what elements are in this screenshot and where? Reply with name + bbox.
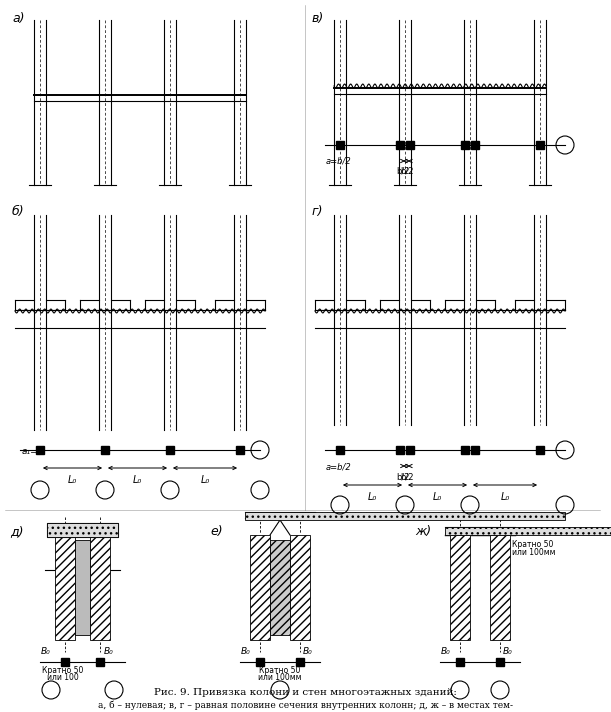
Text: b/2: b/2 [397,472,410,481]
Text: B₀: B₀ [441,647,451,656]
Text: a=b/2: a=b/2 [326,462,352,471]
Text: B₀: B₀ [503,647,513,656]
Bar [456,658,464,666]
Text: b/2: b/2 [400,472,414,481]
Text: B₀: B₀ [41,647,51,656]
Bar [270,540,290,635]
Bar [47,523,118,537]
Text: Кратно 50: Кратно 50 [259,666,301,675]
Text: L₀: L₀ [68,475,77,485]
Bar [90,535,110,640]
Text: a₁=0: a₁=0 [22,448,45,456]
Text: г): г) [312,205,323,218]
Bar [250,535,270,640]
Bar [461,141,469,149]
Bar [96,658,104,666]
Bar [471,141,479,149]
Text: ж): ж) [415,525,431,538]
Text: Кратно 50: Кратно 50 [42,666,84,675]
Text: B₀: B₀ [104,647,114,656]
Bar [47,523,118,537]
Bar [290,535,310,640]
Text: L₀: L₀ [133,475,142,485]
Text: B₀: B₀ [241,647,251,656]
Text: в): в) [312,12,324,25]
Bar [471,446,479,454]
Bar [336,446,344,454]
Bar [445,527,611,535]
Bar [450,535,470,640]
Bar [536,141,544,149]
Bar [336,141,344,149]
Bar [536,446,544,454]
Bar [296,658,304,666]
Bar [166,446,174,454]
Text: a=b/2: a=b/2 [326,157,352,166]
Text: д): д) [10,525,23,538]
Bar [256,658,264,666]
Bar [55,535,75,640]
Bar [406,141,414,149]
Text: b/2: b/2 [400,167,414,176]
Text: L₀: L₀ [200,475,210,485]
Bar [61,658,69,666]
Bar [396,141,404,149]
Bar [101,446,109,454]
Bar [236,446,244,454]
Bar [461,446,469,454]
Text: или 100: или 100 [47,673,79,682]
Text: а): а) [12,12,24,25]
Text: B₀: B₀ [303,647,313,656]
Bar [75,540,90,635]
Text: или 100мм: или 100мм [258,673,302,682]
Text: б): б) [12,205,24,218]
Bar [490,535,510,640]
Text: L₀: L₀ [368,492,377,502]
Text: b/2: b/2 [397,167,410,176]
Text: Кратно 50: Кратно 50 [512,540,554,549]
Text: или 100мм: или 100мм [512,548,555,557]
Bar [396,446,404,454]
Bar [36,446,44,454]
Bar [496,658,504,666]
Text: Рис. 9. Привязка колони и стен многоэтажных зданий:: Рис. 9. Привязка колони и стен многоэтаж… [153,688,456,697]
Text: е): е) [210,525,222,538]
Text: а, б – нулевая; в, г – равная половине сечения внутренних колонн; д, ж – в места: а, б – нулевая; в, г – равная половине с… [98,701,513,711]
Bar [406,446,414,454]
Text: L₀: L₀ [433,492,442,502]
Text: L₀: L₀ [500,492,510,502]
Bar [245,512,565,520]
